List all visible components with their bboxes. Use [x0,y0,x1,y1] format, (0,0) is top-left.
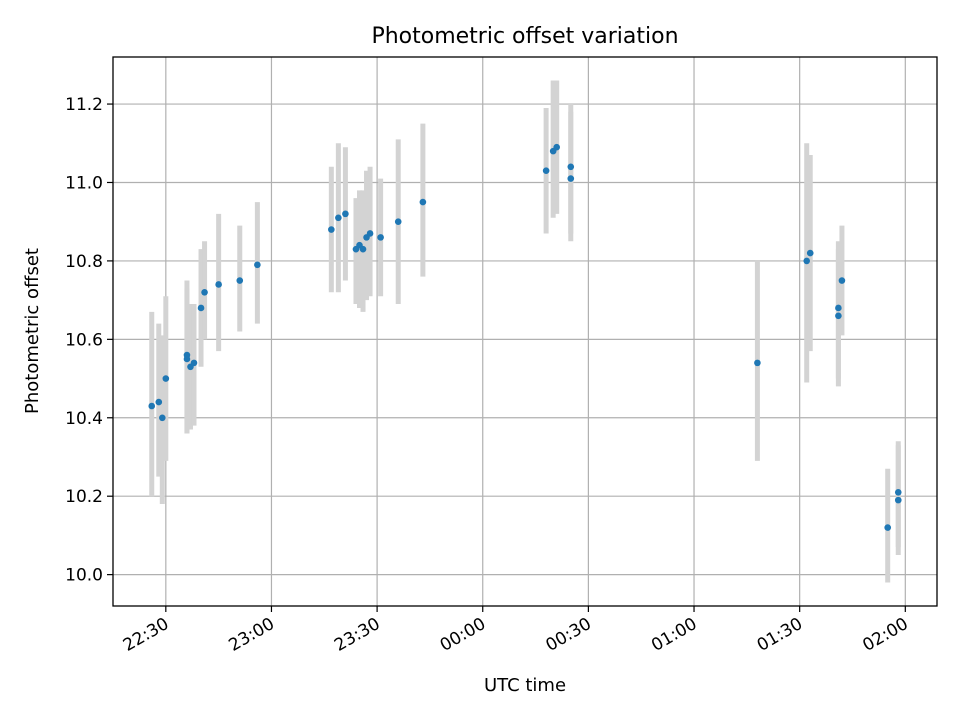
data-point [359,245,367,253]
y-tick-label: 10.0 [65,566,103,586]
data-point [419,198,427,206]
y-tick-label: 11.2 [65,95,103,115]
data-point [835,312,842,320]
data-point [394,218,402,225]
data-point [201,288,208,296]
data-point [835,304,842,312]
data-point [838,277,846,284]
data-point [894,496,902,504]
grid-layer [113,57,937,606]
data-point [254,261,261,269]
data-point [894,488,902,496]
x-axis-label: UTC time [484,675,566,696]
data-point [236,277,244,284]
data-point [328,226,335,233]
data-point [148,402,156,410]
data-point [162,375,170,382]
data-point [377,234,384,241]
data-point [542,167,550,175]
y-tick-label: 10.8 [65,252,103,272]
data-point [215,281,222,288]
data-point [754,359,761,367]
plot-frame [112,56,938,607]
data-point [335,214,342,222]
data-point [803,257,811,265]
data-point [342,210,349,218]
y-tick-label: 11.0 [65,173,103,193]
point-layer [148,143,902,531]
data-point [567,175,575,182]
y-axis-label: Photometric offset [22,248,43,414]
data-point [158,414,166,422]
data-point [155,398,163,406]
y-tick-label: 10.6 [65,330,103,350]
chart-title: Photometric offset variation [371,24,678,49]
y-tick-label: 10.4 [65,409,103,429]
data-point [553,143,560,151]
y-tick-label: 10.2 [65,487,103,507]
data-point [190,359,198,367]
data-point [197,304,205,312]
data-point [183,351,191,359]
data-point [806,249,814,257]
data-point [366,230,374,237]
data-point [884,524,892,531]
data-point [567,163,575,171]
